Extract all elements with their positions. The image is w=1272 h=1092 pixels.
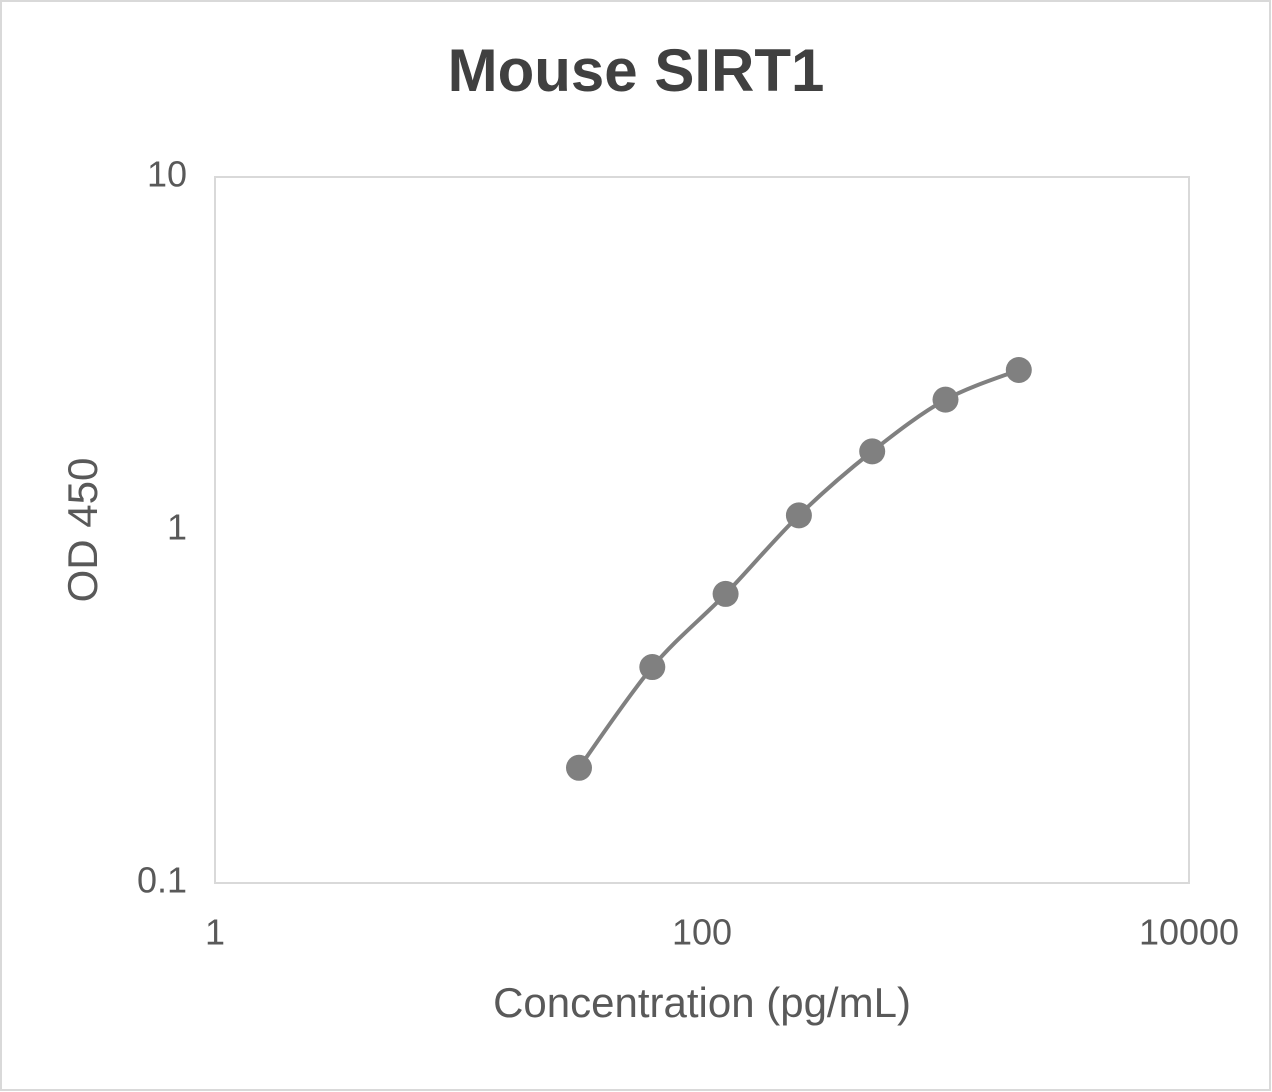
y-axis-label: OD 450 bbox=[59, 458, 106, 603]
data-point bbox=[712, 580, 739, 607]
data-point bbox=[1005, 356, 1032, 383]
x-tick-label: 1 bbox=[205, 912, 225, 953]
y-tick-label: 0.1 bbox=[137, 860, 187, 901]
data-point bbox=[859, 438, 886, 465]
data-point bbox=[639, 654, 666, 681]
x-tick-label: 100 bbox=[672, 912, 732, 953]
y-tick-label: 10 bbox=[147, 154, 187, 195]
data-point bbox=[932, 386, 959, 413]
x-axis-label: Concentration (pg/mL) bbox=[493, 979, 911, 1026]
y-tick-label: 1 bbox=[167, 507, 187, 548]
data-point bbox=[785, 502, 812, 529]
plot-area bbox=[214, 176, 1190, 884]
x-tick-label: 10000 bbox=[1139, 912, 1239, 953]
chart-title: Mouse SIRT1 bbox=[448, 37, 825, 104]
data-point bbox=[565, 754, 592, 781]
